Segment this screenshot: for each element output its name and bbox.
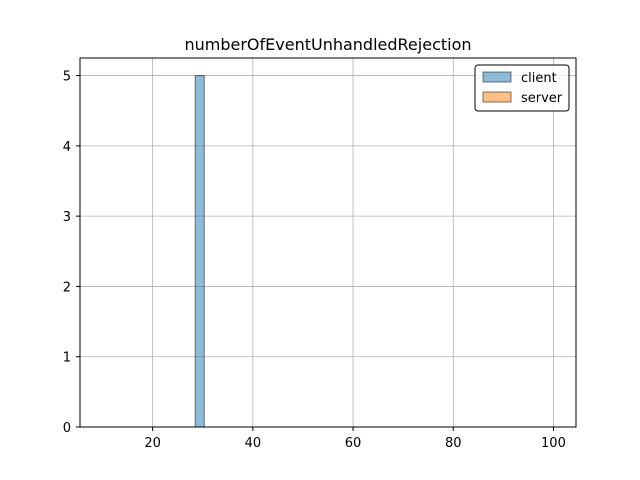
y-tick-label: 0 [63, 421, 71, 436]
histogram-bar [194, 75, 205, 428]
y-tick-label: 1 [63, 351, 71, 366]
y-tick-label: 2 [63, 280, 71, 295]
y-tick-label: 4 [63, 140, 71, 155]
legend-label-server: server [521, 91, 563, 106]
axes [79, 57, 577, 428]
axes-frame [79, 57, 577, 428]
x-tick-label: 100 [541, 436, 566, 451]
x-tick-label: 40 [245, 436, 262, 451]
x-tick-label: 20 [144, 436, 161, 451]
legend-label-client: client [521, 71, 557, 86]
x-tick-label: 80 [445, 436, 462, 451]
legend: client server [474, 64, 570, 112]
legend-swatch-server [482, 91, 512, 103]
y-tick-label: 3 [63, 210, 71, 225]
y-tick-label: 5 [63, 70, 71, 85]
chart-title: numberOfEventUnhandledRejection [184, 35, 471, 54]
x-tick-label: 60 [345, 436, 362, 451]
ticks: 20 40 60 80 100 0 1 2 3 4 5 [63, 70, 566, 451]
legend-swatch-client [482, 71, 512, 83]
